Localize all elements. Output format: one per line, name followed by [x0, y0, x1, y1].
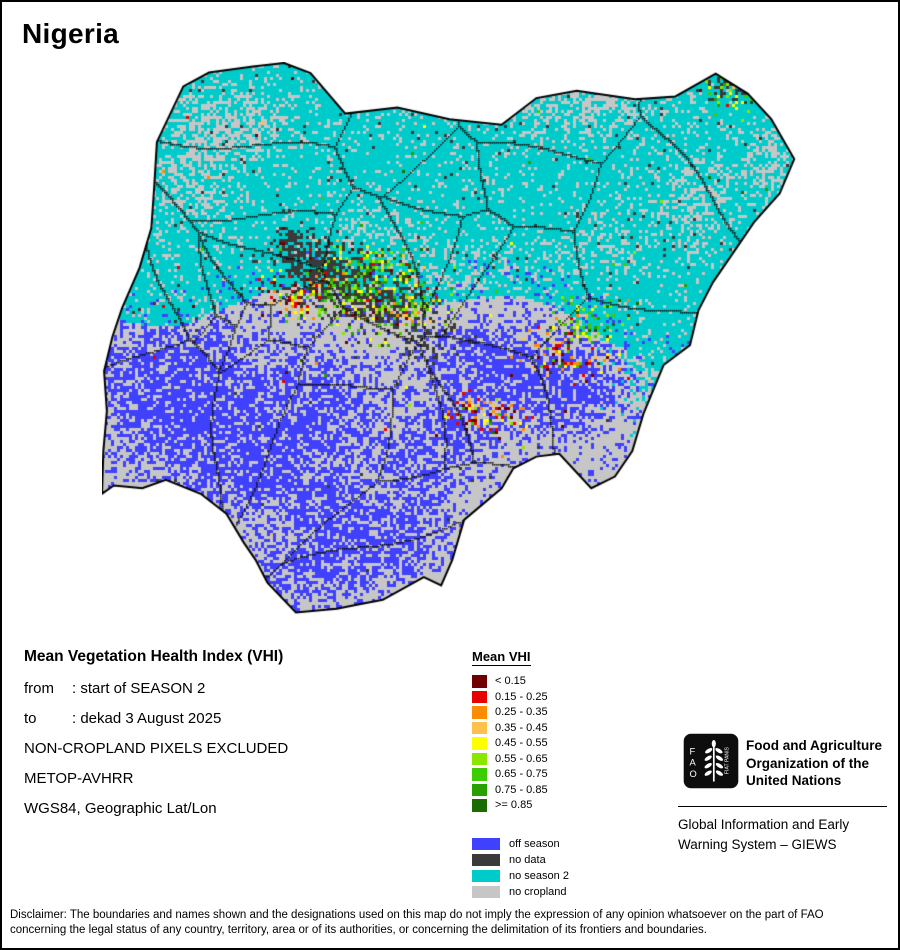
- to-label: to: [24, 710, 37, 727]
- map-info-block: Mean Vegetation Health Index (VHI) from:…: [24, 648, 288, 830]
- info-line-from: from : start of SEASON 2: [24, 680, 288, 697]
- legend-label: no data: [509, 853, 546, 866]
- legend-label: 0.45 - 0.55: [495, 737, 548, 750]
- legend-swatch: [472, 675, 487, 688]
- legend-row: >= 0.85: [472, 799, 569, 812]
- giews-system-name: Global Information and Early Warning Sys…: [678, 817, 850, 852]
- legend-label: 0.55 - 0.65: [495, 752, 548, 765]
- legend-swatch: [472, 752, 487, 765]
- legend-label: 0.75 - 0.85: [495, 783, 548, 796]
- legend-vhi-group: < 0.15 0.15 - 0.25 0.25 - 0.35 0.35 - 0.45 0…: [472, 675, 569, 812]
- legend-row: < 0.15: [472, 675, 569, 688]
- legend-label: < 0.15: [495, 675, 526, 688]
- legend-label: 0.15 - 0.25: [495, 690, 548, 703]
- fao-logo: F A O FIAT PANIS: [683, 733, 739, 789]
- legend-swatch: [472, 737, 487, 750]
- legend-swatch: [472, 799, 487, 812]
- legend-swatch: [472, 837, 500, 850]
- svg-text:O: O: [690, 769, 697, 779]
- svg-text:A: A: [690, 758, 697, 768]
- nigeria-vhi-map: [102, 62, 797, 617]
- info-heading: Mean Vegetation Health Index (VHI): [24, 648, 284, 665]
- legend-label: no cropland: [509, 885, 567, 898]
- svg-text:FIAT PANIS: FIAT PANIS: [725, 746, 731, 774]
- legend-label: 0.25 - 0.35: [495, 706, 548, 719]
- legend-label: no season 2: [509, 869, 569, 882]
- legend-row: 0.75 - 0.85: [472, 783, 569, 796]
- legend-row: 0.45 - 0.55: [472, 737, 569, 750]
- legend-season-group: off season no data no season 2 no cropland: [472, 837, 569, 898]
- disclaimer-text: Disclaimer: The boundaries and names sho…: [10, 909, 824, 936]
- legend-swatch: [472, 721, 487, 734]
- legend-label: 0.35 - 0.45: [495, 721, 548, 734]
- from-label: from: [24, 680, 54, 697]
- legend-swatch: [472, 706, 487, 719]
- legend-row: 0.35 - 0.45: [472, 721, 569, 734]
- legend-swatch: [472, 853, 500, 866]
- legend-label: >= 0.85: [495, 799, 533, 812]
- info-line-to: to : dekad 3 August 2025: [24, 710, 288, 727]
- legend-row: 0.55 - 0.65: [472, 752, 569, 765]
- legend-row: 0.25 - 0.35: [472, 706, 569, 719]
- legend-swatch: [472, 885, 500, 898]
- legend-swatch: [472, 690, 487, 703]
- legend-row: no data: [472, 853, 569, 866]
- svg-text:F: F: [690, 746, 696, 756]
- legend-row: off season: [472, 837, 569, 850]
- legend-row: no season 2: [472, 869, 569, 882]
- legend-swatch: [472, 783, 487, 796]
- footer-divider: [678, 806, 887, 807]
- legend-row: 0.65 - 0.75: [472, 768, 569, 781]
- legend-row: 0.15 - 0.25: [472, 690, 569, 703]
- legend-row: no cropland: [472, 885, 569, 898]
- to-value: : dekad 3 August 2025: [72, 710, 222, 727]
- legend-title: Mean VHI: [472, 649, 531, 666]
- info-line-projection: WGS84, Geographic Lat/Lon: [24, 800, 217, 817]
- legend-swatch: [472, 768, 487, 781]
- info-line-sensor: METOP-AVHRR: [24, 770, 134, 787]
- legend-label: off season: [509, 837, 560, 850]
- fao-organization-name: Food and Agriculture Organization of the…: [746, 738, 882, 788]
- from-value: : start of SEASON 2: [72, 680, 206, 697]
- page-title: Nigeria: [22, 18, 120, 49]
- info-line-noncropland: NON-CROPLAND PIXELS EXCLUDED: [24, 740, 289, 757]
- legend: Mean VHI < 0.15 0.15 - 0.25 0.25 - 0.35 0.3…: [472, 648, 569, 902]
- legend-label: 0.65 - 0.75: [495, 768, 548, 781]
- legend-swatch: [472, 869, 500, 882]
